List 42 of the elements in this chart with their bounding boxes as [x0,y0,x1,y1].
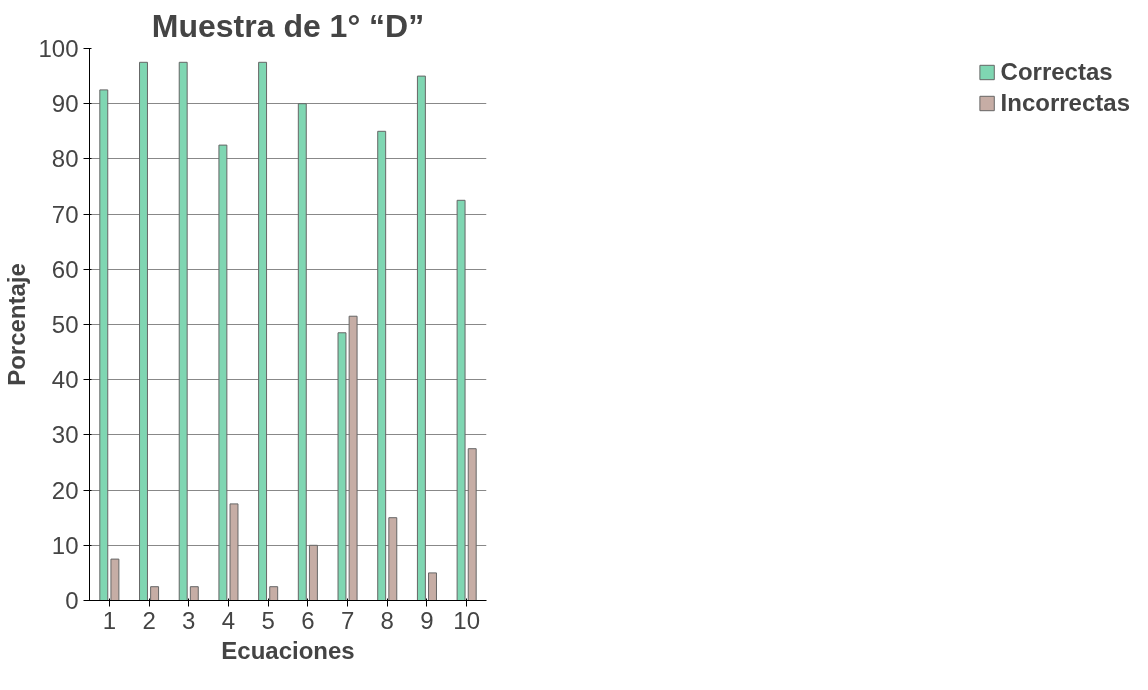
y-tick-label: 100 [38,35,79,62]
x-tick-label: 10 [453,606,481,634]
bar [416,75,426,601]
bar [150,586,160,601]
y-tick-label: 70 [51,200,79,228]
bar [467,448,477,601]
bar [297,103,307,601]
bar [139,61,148,601]
chart-title: Muestra de 1° “D” [151,7,425,44]
bar [258,61,268,601]
bar [456,199,466,601]
x-tick-label: 9 [420,606,434,634]
x-tick-label: 2 [142,606,156,634]
y-tick-label: 50 [51,311,79,338]
x-tick-label: 1 [102,606,117,634]
bar [269,586,279,601]
y-tick-label: 40 [51,366,79,394]
y-tick-label: 80 [51,145,79,173]
legend-label: Incorrectas [1000,89,1130,117]
bar [99,89,109,601]
x-axis-title: Ecuaciones [221,636,355,664]
legend-label: Correctas [1000,58,1113,86]
y-tick-label: 0 [65,587,79,614]
y-tick-label: 90 [51,90,79,118]
bar [388,517,398,601]
bar [377,130,387,601]
x-tick-label: 5 [261,606,275,634]
y-tick-label: 10 [51,531,79,559]
x-tick-label: 3 [182,606,196,634]
y-tick-label: 20 [51,476,79,504]
y-tick-label: 60 [51,255,79,283]
bar [189,586,199,601]
x-tick-label: 4 [221,606,236,634]
bar [110,558,120,601]
bar [308,544,318,601]
x-tick-label: 8 [380,606,394,634]
x-tick-label: 6 [301,606,315,634]
bar [178,61,188,601]
y-tick-label: 30 [51,421,79,449]
y-axis-title: Porcentaje [3,263,31,386]
bar [428,572,437,601]
x-tick-label: 7 [340,606,355,634]
